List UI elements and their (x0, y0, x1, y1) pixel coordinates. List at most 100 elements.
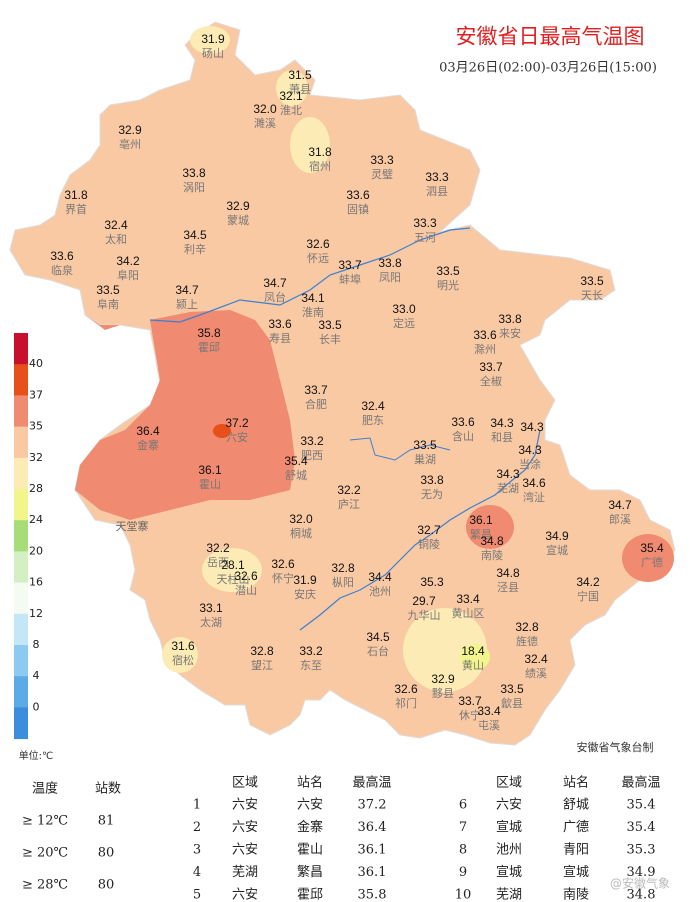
station-value: 33.6 (50, 249, 74, 263)
station-value: 32.8 (250, 644, 274, 658)
station-name: 无为 (421, 488, 443, 501)
legend-swatch (14, 551, 28, 584)
station-value: 28.1 (221, 558, 245, 572)
table-cell: 8 (459, 843, 467, 858)
station-value: 32.6 (234, 569, 258, 583)
river (349, 437, 451, 461)
station-value: 33.5 (580, 274, 604, 288)
table-cell: 35.8 (358, 888, 387, 902)
station-value: 33.3 (370, 153, 394, 167)
station-name: 利辛 (184, 242, 206, 256)
station-value: 33.5 (413, 438, 437, 452)
station-name: 全椒 (480, 374, 502, 388)
station-value: 33.6 (451, 415, 475, 429)
table-cell: 4 (193, 865, 201, 880)
table-header: 站名 (563, 775, 589, 791)
station-value: 34.3 (520, 420, 544, 434)
station-name: 巢湖 (414, 453, 436, 466)
stats-cell: ≥ 12℃ (22, 814, 68, 829)
station-name: 舒城 (285, 468, 307, 482)
station-value: 34.4 (368, 570, 392, 584)
station-name: 当涂 (519, 457, 541, 471)
station-value: 32.8 (515, 620, 539, 634)
station-name: 宿松 (172, 653, 194, 667)
river (299, 429, 541, 631)
station-name: 肥西 (301, 449, 323, 462)
station-name: 濉溪 (254, 117, 276, 130)
table-cell: 芜湖 (496, 888, 522, 902)
table-cell: 35.4 (627, 798, 656, 813)
legend-swatch (14, 457, 28, 490)
station-name: 固镇 (347, 202, 369, 216)
legend-tick-label: 40 (29, 357, 43, 370)
station-name: 石台 (367, 644, 389, 658)
station-value: 32.9 (431, 672, 455, 686)
legend-swatch (14, 707, 28, 740)
table-cell: 34.8 (627, 888, 656, 902)
map-title: 安徽省日最高气温图 (456, 25, 645, 49)
cool-region (190, 26, 230, 54)
legend-swatch (14, 364, 28, 396)
table-cell: 36.4 (358, 820, 387, 835)
cool-region (403, 608, 487, 692)
station-name: 歙县 (501, 696, 523, 710)
station-name: 界首 (65, 202, 87, 216)
station-value: 34.9 (545, 529, 569, 543)
station-value: 32.0 (289, 512, 313, 526)
legend-swatch (14, 645, 28, 677)
station-name: 休宁 (459, 708, 481, 722)
station-name: 屯溪 (478, 719, 500, 732)
table-cell: 六安 (232, 843, 258, 858)
place-label: 天堂寨 (116, 519, 149, 533)
station-name: 绩溪 (525, 667, 547, 680)
table-cell: 6 (459, 798, 467, 813)
station-value: 32.4 (361, 399, 385, 413)
station-value: 33.7 (458, 694, 482, 708)
table-cell: 36.1 (358, 865, 387, 880)
table-cell: 宣城 (496, 819, 522, 835)
table-cell: 南陵 (563, 887, 589, 902)
station-name: 涡阳 (183, 181, 205, 194)
table-cell: 宣城 (563, 864, 589, 880)
station-value: 31.9 (293, 573, 317, 587)
station-name: 霍邱 (198, 341, 220, 354)
station-name: 池州 (369, 585, 391, 598)
table-cell: 10 (455, 888, 472, 902)
station-value: 36.1 (469, 513, 493, 527)
station-name: 金寨 (137, 438, 159, 452)
station-value: 34.8 (480, 534, 504, 548)
station-name: 泗县 (426, 185, 448, 198)
station-name: 岳西 (207, 556, 229, 569)
credit: 安徽省气象台制 (577, 740, 654, 754)
station-name: 含山 (452, 429, 474, 443)
station-name: 灵璧 (371, 167, 393, 181)
station-name: 阜南 (97, 298, 119, 311)
station-name: 肥东 (362, 414, 384, 427)
station-value: 32.4 (524, 652, 548, 666)
table-cell: 宣城 (496, 864, 522, 880)
station-value: 36.1 (198, 463, 222, 477)
station-name: 寿县 (269, 331, 291, 345)
cool-region (162, 637, 198, 673)
station-value: 33.1 (199, 601, 223, 615)
station-name: 祁门 (395, 696, 417, 710)
station-name: 颍上 (176, 298, 198, 311)
table-cell: 36.1 (358, 843, 387, 858)
station-name: 芜湖 (497, 481, 519, 495)
station-name: 蒙城 (227, 214, 249, 227)
hot-region (622, 534, 674, 582)
station-value: 33.4 (477, 704, 501, 718)
legend-swatch (14, 333, 28, 365)
station-name: 太湖 (200, 616, 222, 629)
table-cell: 5 (193, 888, 201, 902)
stats-header: 站数 (95, 782, 121, 797)
station-value: 33.7 (479, 360, 503, 374)
station-value: 33.8 (182, 166, 206, 180)
station-value: 33.6 (268, 317, 292, 331)
station-name: 霍山 (199, 478, 221, 491)
station-value: 36.4 (136, 424, 160, 438)
station-value: 33.2 (299, 644, 323, 658)
table-cell: 37.2 (358, 798, 387, 813)
table-cell: 六安 (297, 798, 323, 813)
